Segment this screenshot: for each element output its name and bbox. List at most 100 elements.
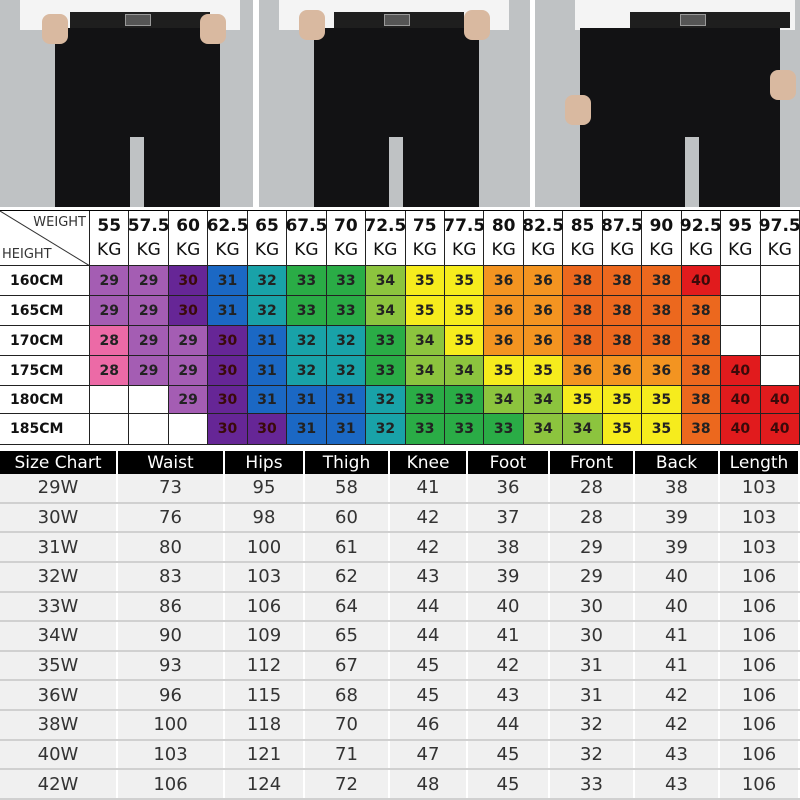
weight-value: 57.5 <box>127 216 170 236</box>
measurement-value: 39 <box>635 533 720 561</box>
measurement-value: 44 <box>468 711 550 739</box>
measurement-value: 106 <box>720 651 800 680</box>
measurement-value: 124 <box>225 770 305 798</box>
measurement-value: 33 <box>550 770 635 798</box>
weight-unit: KG <box>570 240 595 260</box>
size-cell: 34 <box>405 326 445 356</box>
measurement-value: 60 <box>305 503 390 532</box>
weight-value: 80 <box>491 216 516 236</box>
size-cell: 32 <box>326 356 367 386</box>
size-cell: 35 <box>484 356 524 386</box>
size-cell: 38 <box>642 266 682 296</box>
size-cell: 31 <box>208 266 248 296</box>
grid-corner-header: WEIGHT HEIGHT <box>0 211 90 266</box>
measurement-value: 36 <box>468 474 550 502</box>
measurement-value: 41 <box>390 474 468 502</box>
weight-value: 62.5 <box>206 216 249 236</box>
measurement-value: 40 <box>635 592 720 621</box>
weight-header: 62.5 KG <box>206 211 249 266</box>
weight-value: 70 <box>334 216 358 236</box>
weight-unit: KG <box>254 240 280 260</box>
weight-header: 70 KG <box>326 211 367 266</box>
weight-unit: KG <box>649 240 674 260</box>
measurement-value: 106 <box>720 711 800 739</box>
size-cell: 35 <box>563 386 603 414</box>
measurement-value: 106 <box>225 592 305 621</box>
measurement-value: 100 <box>118 711 225 739</box>
size-cell: 38 <box>602 296 643 326</box>
table-row: 32W 83 103 62 43 39 29 40 106 <box>0 562 800 593</box>
size-cell: 32 <box>247 266 288 296</box>
weight-header: 60 KG <box>168 211 209 266</box>
weight-value: 97.5 <box>758 216 800 236</box>
size-cell: 35 <box>602 386 643 414</box>
column-header: Back <box>635 451 720 474</box>
weight-value: 65 <box>255 216 279 236</box>
size-cell: 31 <box>326 386 367 414</box>
weight-header: 57.5 KG <box>127 211 170 266</box>
measurement-value: 44 <box>390 592 468 621</box>
size-cell: 36 <box>523 296 564 326</box>
weight-header: 55 KG <box>90 211 130 266</box>
weight-unit: KG <box>373 240 398 260</box>
size-cell: 35 <box>523 356 564 386</box>
size-cell: 40 <box>760 414 800 445</box>
size-cell: 40 <box>721 414 761 445</box>
weight-unit: KG <box>530 240 556 260</box>
size-cell: 33 <box>484 414 524 445</box>
measurement-value: 121 <box>225 740 305 769</box>
measurement-table: Size Chart Waist Hips Thigh Knee Foot Front Bac… <box>0 451 800 800</box>
weight-value: 77.5 <box>443 216 486 236</box>
size-cell: 38 <box>602 266 643 296</box>
size-cell: 36 <box>642 356 682 386</box>
size-cell: 38 <box>681 414 722 445</box>
size-cell: 28 <box>90 326 130 356</box>
measurement-value: 29 <box>550 533 635 561</box>
measurement-value: 93 <box>118 651 225 680</box>
size-cell: 31 <box>326 414 367 445</box>
measurement-value: 45 <box>390 651 468 680</box>
weight-header: 72.5 KG <box>364 211 406 266</box>
measurement-value: 103 <box>720 474 800 502</box>
height-label: 165CM <box>0 296 90 326</box>
weight-unit: KG <box>333 240 359 260</box>
size-cell: 29 <box>168 326 209 356</box>
weight-header: 92.5 KG <box>680 211 722 266</box>
photo-front-pockets <box>0 0 253 207</box>
measurement-value: 39 <box>468 562 550 591</box>
size-cell: 34 <box>563 414 603 445</box>
size-cell: 34 <box>366 266 406 296</box>
measurement-value: 28 <box>550 503 635 532</box>
size-cell: 36 <box>523 266 564 296</box>
measurement-value: 42 <box>635 681 720 710</box>
size-cell: 31 <box>247 356 288 386</box>
measurement-value: 106 <box>720 770 800 798</box>
size-cell: 38 <box>602 326 643 356</box>
size-cell: 36 <box>563 356 603 386</box>
measurement-value: 30 <box>550 622 635 650</box>
weight-header: 95 KG <box>721 211 761 266</box>
weight-value: 60 <box>176 216 200 236</box>
size-cell: 36 <box>484 296 524 326</box>
weight-unit: KG <box>688 240 714 260</box>
weight-unit: KG <box>491 240 516 260</box>
measurement-value: 106 <box>118 770 225 798</box>
size-cell: 29 <box>90 266 130 296</box>
measurement-value: 118 <box>225 711 305 739</box>
size-cell <box>760 266 800 296</box>
measurement-value: 100 <box>225 533 305 561</box>
measurement-value: 62 <box>305 562 390 591</box>
measurement-value: 42 <box>635 711 720 739</box>
size-cell <box>168 414 209 445</box>
size-cell: 33 <box>405 414 445 445</box>
size-cell: 40 <box>721 356 761 386</box>
weight-header: 67.5 KG <box>285 211 327 266</box>
size-label: 33W <box>0 592 118 621</box>
measurement-value: 42 <box>468 651 550 680</box>
weight-unit: KG <box>452 240 477 260</box>
size-cell: 31 <box>287 386 327 414</box>
size-cell: 30 <box>208 326 248 356</box>
table-row: 38W 100 118 70 46 44 32 42 106 <box>0 711 800 741</box>
measurement-value: 44 <box>390 622 468 650</box>
measurement-value: 103 <box>225 562 305 591</box>
